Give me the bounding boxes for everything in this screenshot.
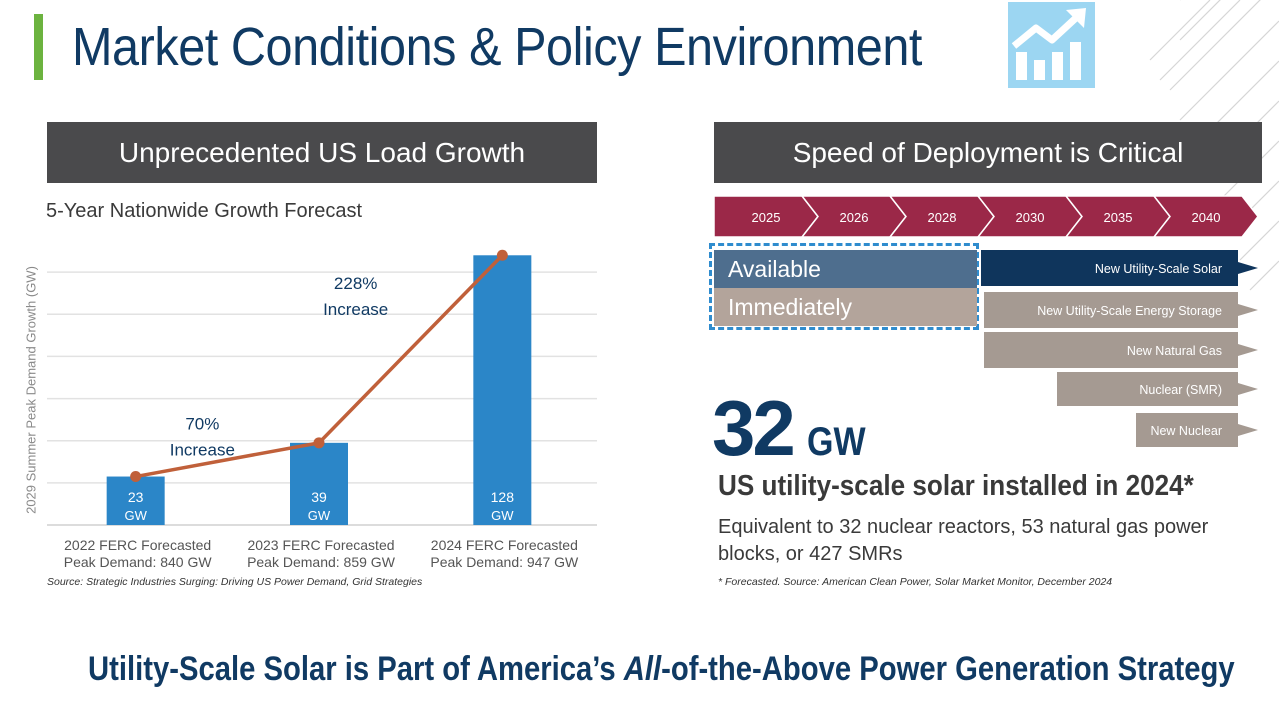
bar-3 xyxy=(473,255,532,526)
category-label: Peak Demand: 947 GW xyxy=(430,554,579,570)
trend-point xyxy=(130,471,142,483)
timeline-year: 2035 xyxy=(1104,210,1133,225)
bar-2 xyxy=(290,442,348,525)
trend-point xyxy=(496,249,508,261)
footer-part-1: Utility-Scale Solar is Part of America’s xyxy=(88,650,624,688)
bar-unit-label: GW xyxy=(124,508,147,523)
timeline-bar-label: Nuclear (SMR) xyxy=(1139,383,1222,397)
category-label: 2023 FERC Forecasted xyxy=(247,537,394,553)
arrow-shaft xyxy=(1238,266,1246,270)
right-panel-header: Speed of Deployment is Critical xyxy=(714,122,1262,183)
equivalence-statement: Equivalent to 32 nuclear reactors, 53 na… xyxy=(718,516,1209,565)
timeline-bar-label: New Natural Gas xyxy=(1127,344,1222,358)
growth-chart-icon xyxy=(1008,2,1095,88)
timeline-bar xyxy=(984,292,1238,328)
title-accent-bar xyxy=(34,14,43,80)
big-number-unit: GW xyxy=(807,420,866,464)
arrow-shaft xyxy=(1238,387,1246,391)
bar-unit-label: GW xyxy=(491,508,514,523)
timeline-year: 2026 xyxy=(840,210,869,225)
timeline-year: 2025 xyxy=(752,210,781,225)
arrow-head-icon xyxy=(1238,262,1258,274)
category-label: 2024 FERC Forecasted xyxy=(431,537,578,553)
timeline-year: 2040 xyxy=(1192,210,1221,225)
timeline-year: 2028 xyxy=(928,210,957,225)
arrow-head-icon xyxy=(1238,424,1258,436)
bar-unit-label: GW xyxy=(308,508,331,523)
increase-annotation-value: 70% xyxy=(185,415,219,434)
available-immediately-outline xyxy=(709,243,979,330)
timeline-bar-label: New Utility-Scale Energy Storage xyxy=(1037,304,1222,318)
bar-value-label: 23 xyxy=(128,489,144,505)
increase-annotation-label: Increase xyxy=(323,300,388,319)
right-footnote: * Forecasted. Source: American Clean Pow… xyxy=(718,576,1113,588)
timeline-chevron xyxy=(1152,195,1259,238)
installed-statement: US utility-scale solar installed in 2024… xyxy=(718,470,1194,502)
timeline-bar-label: New Nuclear xyxy=(1150,424,1222,438)
slide-title: Market Conditions & Policy Environment xyxy=(72,17,922,77)
available-label: Available xyxy=(714,250,977,288)
timeline-bar xyxy=(984,332,1238,368)
arrow-head-icon xyxy=(1238,304,1258,316)
arrow-head-icon xyxy=(1238,344,1258,356)
left-panel-header: Unprecedented US Load Growth xyxy=(47,122,597,183)
increase-annotation-value: 228% xyxy=(334,274,377,293)
deployment-timeline: 2025 2026 2028 2030 2035 2040 New Utility-Scal… xyxy=(713,195,1259,447)
increase-annotation-label: Increase xyxy=(170,441,235,460)
arrow-head-icon xyxy=(1238,383,1258,395)
arrow-shaft xyxy=(1238,308,1246,312)
chart-subtitle: 5-Year Nationwide Growth Forecast xyxy=(46,200,363,222)
bar-1 xyxy=(106,476,165,525)
category-label: Peak Demand: 840 GW xyxy=(64,554,213,570)
category-label: Peak Demand: 859 GW xyxy=(247,554,396,570)
bar-value-label: 39 xyxy=(311,489,327,505)
footer-tagline: Utility-Scale Solar is Part of America’s… xyxy=(88,650,1235,689)
arrow-shaft xyxy=(1238,428,1246,432)
footer-part-2: -of-the-Above Power Generation Strategy xyxy=(661,650,1235,688)
timeline-bar-label: New Utility-Scale Solar xyxy=(1095,262,1222,276)
category-label: 2022 FERC Forecasted xyxy=(64,537,211,553)
trend-point xyxy=(313,437,325,449)
bar-value-label: 128 xyxy=(491,489,515,505)
timeline-bar xyxy=(981,250,1238,286)
left-source-note: Source: Strategic Industries Surging: Dr… xyxy=(47,576,423,588)
timeline-bar xyxy=(1136,413,1238,447)
big-number: 32 xyxy=(712,384,796,472)
footer-part-italic: All xyxy=(623,650,662,688)
timeline-bar xyxy=(1057,372,1238,406)
timeline-year: 2030 xyxy=(1016,210,1045,225)
immediately-label: Immediately xyxy=(714,288,977,326)
arrow-shaft xyxy=(1238,348,1246,352)
